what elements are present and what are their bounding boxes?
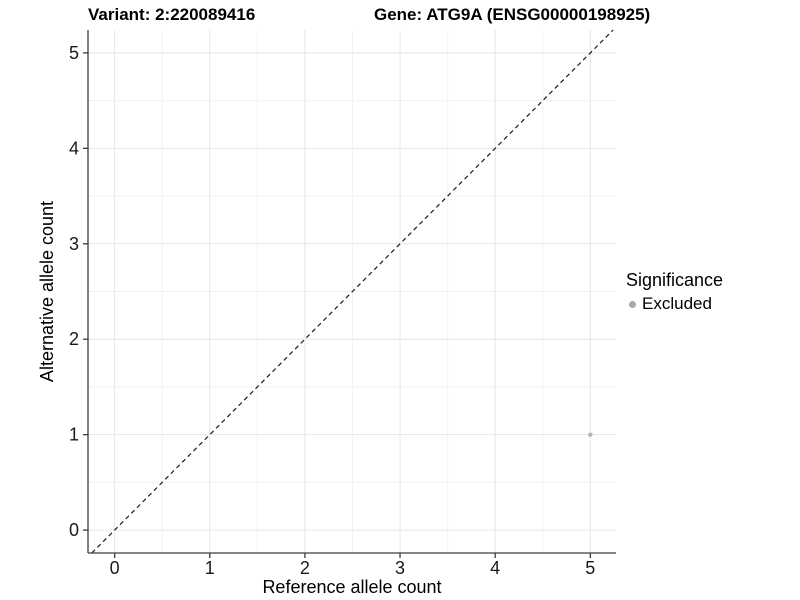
legend-item-label: Excluded: [642, 294, 712, 313]
variant-title: Variant: 2:220089416: [88, 5, 256, 24]
x-tick-label: 4: [490, 558, 500, 578]
y-tick-label: 4: [69, 138, 79, 158]
identity-line: [91, 29, 614, 554]
y-tick-label: 1: [69, 425, 79, 445]
y-tick-label: 2: [69, 329, 79, 349]
y-tick-label: 5: [69, 43, 79, 63]
x-tick-label: 5: [585, 558, 595, 578]
legend-point-icon: [629, 300, 636, 308]
x-tick-label: 3: [395, 558, 405, 578]
legend-item-excluded: Excluded: [626, 294, 723, 314]
legend-title: Significance: [626, 270, 724, 290]
y-tick-label: 3: [69, 234, 79, 254]
y-axis-title: Alternative allele count: [37, 200, 57, 383]
gene-title: Gene: ATG9A (ENSG00000198925): [374, 5, 651, 24]
x-tick-label: 2: [300, 558, 310, 578]
legend: Significance Excluded: [626, 270, 723, 314]
y-tick-label: 0: [69, 520, 79, 540]
data-point: [588, 432, 593, 437]
x-axis-title: Reference allele count: [262, 577, 442, 597]
x-tick-label: 1: [205, 558, 215, 578]
x-tick-label: 0: [110, 558, 120, 578]
